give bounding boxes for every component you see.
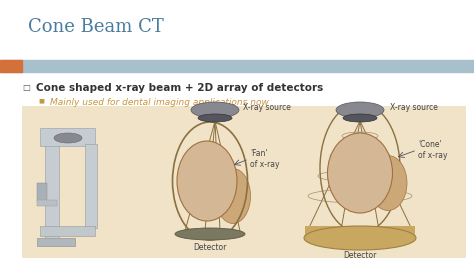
Ellipse shape xyxy=(198,114,232,122)
Ellipse shape xyxy=(369,156,407,210)
Text: Detector: Detector xyxy=(343,251,377,260)
Ellipse shape xyxy=(304,226,416,250)
Bar xyxy=(22,106,466,258)
Bar xyxy=(85,144,97,228)
Text: X-ray source: X-ray source xyxy=(243,103,291,113)
Text: 'Fan'
of x-ray: 'Fan' of x-ray xyxy=(250,149,280,169)
Bar xyxy=(37,183,47,201)
Bar xyxy=(0,60,474,72)
Text: Cone shaped x-ray beam + 2D array of detectors: Cone shaped x-ray beam + 2D array of det… xyxy=(36,83,323,93)
Text: X-ray source: X-ray source xyxy=(390,103,438,113)
Text: Mainly used for dental imaging applications now: Mainly used for dental imaging applicati… xyxy=(50,98,269,107)
Polygon shape xyxy=(305,226,415,236)
Ellipse shape xyxy=(336,102,384,118)
Ellipse shape xyxy=(343,114,377,122)
Text: ■: ■ xyxy=(38,98,44,103)
Bar xyxy=(40,128,95,146)
Bar xyxy=(37,238,75,246)
Ellipse shape xyxy=(328,133,392,213)
Text: Detector: Detector xyxy=(193,243,227,252)
Ellipse shape xyxy=(54,133,82,143)
Text: □: □ xyxy=(22,83,30,92)
Bar xyxy=(0,60,22,72)
Bar xyxy=(45,143,59,238)
Bar xyxy=(37,200,57,206)
Ellipse shape xyxy=(191,102,239,118)
Ellipse shape xyxy=(177,141,237,221)
Text: 'Cone'
of x-ray: 'Cone' of x-ray xyxy=(418,140,447,160)
Ellipse shape xyxy=(216,168,250,223)
Text: Cone Beam CT: Cone Beam CT xyxy=(28,18,164,36)
Ellipse shape xyxy=(175,228,245,240)
Bar xyxy=(40,226,95,236)
